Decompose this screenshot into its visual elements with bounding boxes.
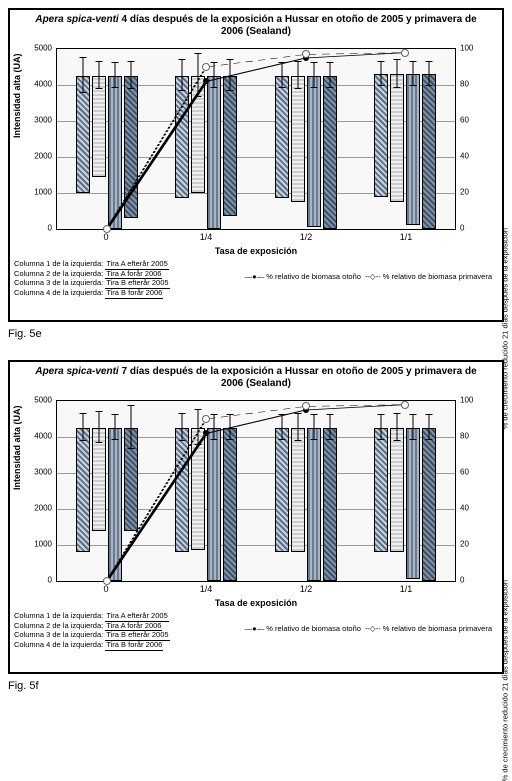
y-right-ticks: 020406080100 [458, 400, 502, 580]
bar [175, 76, 189, 198]
bar [422, 74, 436, 229]
bar [390, 74, 404, 202]
marker-otono [203, 78, 209, 84]
bar [223, 76, 237, 216]
bar [191, 428, 205, 550]
bar-group [365, 74, 445, 229]
bar [207, 428, 221, 581]
columns-legend: Columna 1 de la izquierda: Tira A efterå… [14, 612, 170, 651]
bar [92, 76, 106, 177]
marker-primavera [302, 402, 310, 410]
bar [275, 428, 289, 552]
bar [374, 428, 388, 552]
marker-primavera [202, 415, 210, 423]
bar [406, 428, 420, 579]
bar [275, 76, 289, 198]
x-title: Tasa de exposición [10, 246, 502, 256]
y-left-title: Intensidad alta (UA) [12, 405, 22, 490]
line-legend: —●— % relativo de biomasa otoño--◇-- % r… [241, 272, 492, 281]
marker-primavera [302, 50, 310, 58]
figure-panel: Apera spica-venti 7 días después de la e… [8, 360, 504, 692]
x-title: Tasa de exposición [10, 598, 502, 608]
bar-group [67, 76, 147, 229]
plot-area [56, 48, 456, 230]
bar [108, 428, 122, 581]
bar-group [67, 428, 147, 581]
bar [406, 74, 420, 225]
bar [108, 76, 122, 229]
plot-area [56, 400, 456, 582]
bar-group [166, 428, 246, 581]
bar [374, 74, 388, 196]
bar [124, 428, 138, 531]
bar [223, 428, 237, 581]
x-ticks: 01/41/21/1 [56, 232, 456, 246]
bar [191, 76, 205, 193]
bar-group [365, 428, 445, 581]
bar [323, 428, 337, 581]
bar-group [266, 76, 346, 229]
bar [422, 428, 436, 581]
chart-frame: Apera spica-venti 7 días después de la e… [8, 360, 504, 674]
marker-primavera [401, 49, 409, 57]
bar-group [266, 428, 346, 581]
figure-caption: Fig. 5f [8, 680, 504, 692]
columns-legend: Columna 1 de la izquierda: Tira A efterå… [14, 260, 170, 299]
bar [323, 76, 337, 229]
y-right-ticks: 020406080100 [458, 48, 502, 228]
y-left-title: Intensidad alta (UA) [12, 53, 22, 138]
bar [92, 428, 106, 531]
y-right-title: % de crecimiento reducido 21 días despué… [500, 580, 509, 781]
bar [291, 76, 305, 202]
bar-group [166, 76, 246, 229]
chart-frame: Apera spica-venti 4 días después de la e… [8, 8, 504, 322]
chart-title: Apera spica-venti 7 días después de la e… [10, 362, 502, 390]
figure-caption: Fig. 5e [8, 328, 504, 340]
chart-title: Apera spica-venti 4 días después de la e… [10, 10, 502, 38]
marker-primavera [202, 63, 210, 71]
bar [291, 428, 305, 552]
line-legend: —●— % relativo de biomasa otoño--◇-- % r… [241, 624, 492, 633]
bar [307, 76, 321, 227]
bar [390, 428, 404, 552]
x-ticks: 01/41/21/1 [56, 584, 456, 598]
marker-otono [203, 430, 209, 436]
bar [76, 428, 90, 552]
bar [307, 428, 321, 581]
figure-panel: Apera spica-venti 4 días después de la e… [8, 8, 504, 340]
bar [124, 76, 138, 218]
bar [76, 76, 90, 193]
bar [175, 428, 189, 552]
bar [207, 76, 221, 229]
marker-primavera [401, 401, 409, 409]
